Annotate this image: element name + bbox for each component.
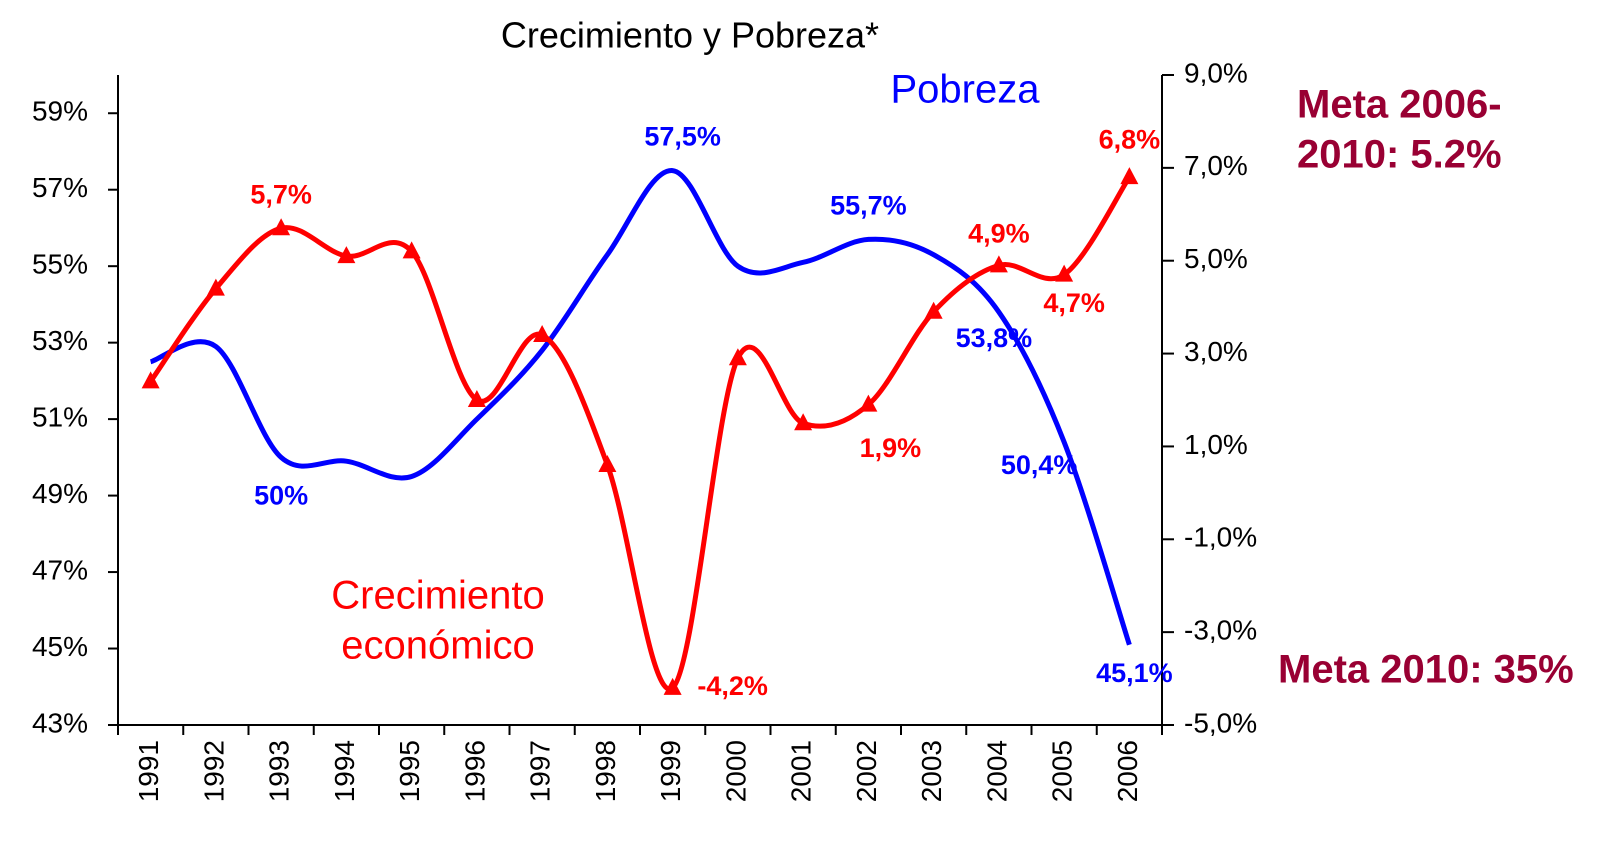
x-tick-label: 1995 — [394, 740, 425, 802]
value-label: 50,4% — [1001, 450, 1078, 480]
y-tick-label: 43% — [32, 707, 88, 738]
x-tick-label: 2003 — [916, 740, 947, 802]
annotation: Pobreza — [891, 68, 1041, 112]
annotation: Meta 2006- — [1297, 83, 1502, 127]
x-tick-label: 1997 — [525, 740, 556, 802]
y-tick-label: 51% — [32, 402, 88, 433]
value-label: 5,7% — [250, 179, 312, 209]
y2-tick-label: 3,0% — [1184, 336, 1248, 367]
y-tick-label: 57% — [32, 172, 88, 203]
value-label: 4,7% — [1043, 288, 1105, 318]
x-tick-label: 1993 — [264, 740, 295, 802]
chart-title: Crecimiento y Pobreza* — [501, 15, 879, 56]
y-tick-label: 47% — [32, 554, 88, 585]
marker — [141, 371, 160, 389]
x-tick-label: 2000 — [720, 740, 751, 802]
value-label: 1,9% — [860, 433, 922, 463]
value-label: 55,7% — [830, 191, 907, 221]
x-tick-label: 2005 — [1047, 740, 1078, 802]
value-label: 57,5% — [644, 122, 721, 152]
marker — [402, 241, 421, 259]
marker — [1120, 167, 1139, 185]
marker — [272, 218, 291, 236]
annotation: económico — [341, 624, 534, 668]
x-tick-label: 1996 — [459, 740, 490, 802]
y-tick-label: 53% — [32, 325, 88, 356]
marker — [337, 246, 356, 264]
y-tick-label: 45% — [32, 631, 88, 662]
x-tick-label: 1999 — [655, 740, 686, 802]
y2-tick-label: -1,0% — [1184, 522, 1257, 553]
x-tick-label: 2002 — [851, 740, 882, 802]
value-label: 4,9% — [968, 218, 1030, 248]
annotation: 2010: 5.2% — [1297, 133, 1502, 177]
x-tick-label: 1992 — [198, 740, 229, 802]
y2-tick-label: 7,0% — [1184, 150, 1248, 181]
x-tick-label: 1994 — [329, 740, 360, 802]
marker — [533, 325, 552, 342]
x-tick-label: 2001 — [786, 740, 817, 802]
series-line — [148, 175, 1132, 692]
marker — [206, 278, 225, 296]
marker — [598, 455, 617, 472]
value-label: 50% — [254, 480, 308, 510]
marker — [859, 394, 878, 412]
y-tick-label: 59% — [32, 96, 88, 127]
x-tick-label: 2006 — [1112, 740, 1143, 802]
y2-tick-label: 1,0% — [1184, 429, 1248, 460]
value-label: 45,1% — [1096, 658, 1173, 688]
marker — [794, 413, 813, 431]
y2-tick-label: 9,0% — [1184, 57, 1248, 88]
marker — [989, 255, 1008, 273]
y2-tick-label: -5,0% — [1184, 707, 1257, 738]
marker — [663, 677, 682, 695]
y-tick-label: 49% — [32, 478, 88, 509]
marker — [1055, 264, 1074, 282]
annotation: Meta 2010: 35% — [1278, 648, 1574, 692]
x-tick-label: 2004 — [981, 740, 1012, 802]
annotation: Crecimiento — [331, 574, 544, 618]
series-line — [149, 168, 1132, 646]
marker — [467, 390, 486, 407]
y-tick-label: 55% — [32, 249, 88, 280]
marker — [924, 301, 943, 319]
y2-tick-label: -3,0% — [1184, 615, 1257, 646]
x-tick-label: 1998 — [590, 740, 621, 802]
y2-tick-label: 5,0% — [1184, 243, 1248, 274]
x-tick-label: 1991 — [133, 740, 164, 802]
value-label: 6,8% — [1099, 124, 1161, 154]
marker — [728, 348, 747, 366]
value-label: -4,2% — [697, 671, 768, 701]
value-label: 53,8% — [956, 323, 1033, 353]
